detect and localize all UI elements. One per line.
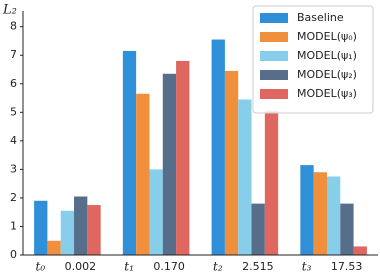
legend-label: MODEL(ψ₃) xyxy=(297,87,357,100)
y-tick-label: 0 xyxy=(10,248,17,261)
y-tick-label: 2 xyxy=(10,191,17,204)
legend-label: Baseline xyxy=(297,11,344,24)
bar xyxy=(211,39,225,256)
y-tick-label: 4 xyxy=(10,134,17,147)
bar xyxy=(340,203,354,255)
y-tick-label: 7 xyxy=(10,48,17,61)
x-tick-label: t₁ xyxy=(124,260,134,274)
bar xyxy=(300,165,314,255)
bar xyxy=(87,205,101,255)
legend-swatch xyxy=(260,13,288,23)
y-tick-label: 8 xyxy=(10,20,17,33)
bar xyxy=(224,70,239,255)
legend-label: MODEL(ψ₂) xyxy=(297,68,357,81)
bar xyxy=(176,60,190,255)
x-tick-note: 2.515 xyxy=(242,260,274,273)
bar xyxy=(122,50,137,255)
bar xyxy=(264,110,279,255)
legend-label: MODEL(ψ₀) xyxy=(297,30,357,43)
bar xyxy=(238,99,252,255)
bar xyxy=(74,196,88,255)
bar xyxy=(34,200,48,255)
bar xyxy=(60,210,75,255)
x-tick-label: t₃ xyxy=(302,260,312,274)
bar xyxy=(251,203,265,255)
x-tick-label: t₀ xyxy=(36,260,46,274)
legend-swatch xyxy=(260,32,288,42)
y-axis-label: L₂ xyxy=(2,3,17,18)
y-tick-label: 1 xyxy=(10,219,17,232)
x-tick-note: 0.170 xyxy=(153,260,185,273)
bar xyxy=(136,93,150,256)
bar xyxy=(313,172,327,255)
bar xyxy=(353,246,367,255)
bar xyxy=(326,176,341,255)
legend-swatch xyxy=(260,70,288,80)
x-tick-label: t₂ xyxy=(213,260,223,274)
legend-swatch xyxy=(260,51,288,61)
x-tick-note: 17.53 xyxy=(331,260,363,273)
x-tick-note: 0.002 xyxy=(65,260,97,273)
bar xyxy=(47,240,61,255)
y-tick-label: 3 xyxy=(10,162,17,175)
bar xyxy=(149,169,163,255)
legend-label: MODEL(ψ₁) xyxy=(297,49,357,62)
legend-swatch xyxy=(260,89,288,99)
bar xyxy=(162,73,177,255)
y-tick-label: 5 xyxy=(10,105,17,118)
y-tick-label: 6 xyxy=(10,77,17,90)
